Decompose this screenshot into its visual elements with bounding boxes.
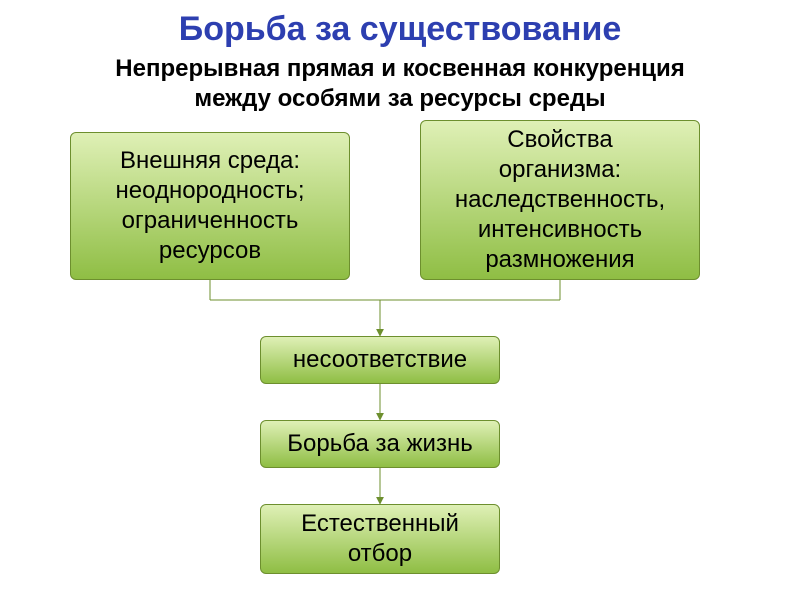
box-environment: Внешняя среда: неоднородность; ограничен… xyxy=(70,132,350,280)
env-line1: Внешняя среда: xyxy=(120,147,300,174)
subtitle: Непрерывная прямая и косвенная конкуренц… xyxy=(0,54,800,114)
org-line5: размножения xyxy=(485,246,634,273)
box-struggle: Борьба за жизнь xyxy=(260,420,500,468)
org-line1: Свойства xyxy=(507,126,612,153)
mismatch-text: несоответствие xyxy=(293,345,467,375)
box-mismatch: несоответствие xyxy=(260,336,500,384)
selection-line1: Естественный xyxy=(301,510,459,537)
org-line2: организма: xyxy=(499,156,621,183)
env-line3: ограниченность xyxy=(122,207,299,234)
subtitle-line1: Непрерывная прямая и косвенная конкуренц… xyxy=(115,55,684,82)
env-line2: неоднородность; xyxy=(116,177,305,204)
subtitle-line2: между особями за ресурсы среды xyxy=(194,85,605,112)
selection-line2: отбор xyxy=(348,540,412,567)
struggle-text: Борьба за жизнь xyxy=(287,429,472,459)
box-organism: Свойства организма: наследственность, ин… xyxy=(420,120,700,280)
org-line4: интенсивность xyxy=(478,216,642,243)
box-selection: Естественный отбор xyxy=(260,504,500,574)
env-line4: ресурсов xyxy=(159,237,261,264)
org-line3: наследственность, xyxy=(455,186,665,213)
page-title: Борьба за существование xyxy=(0,10,800,49)
